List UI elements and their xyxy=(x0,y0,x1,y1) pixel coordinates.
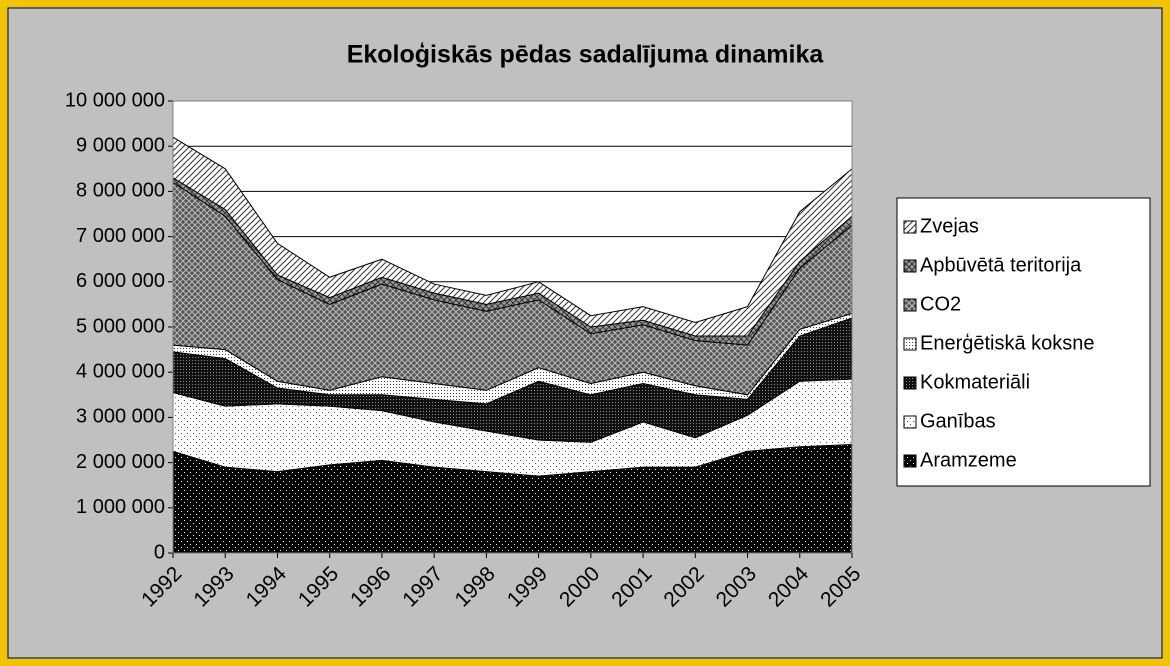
x-tick-label: 1997 xyxy=(398,562,447,611)
legend-label: Zvejas xyxy=(920,215,979,237)
plot-border xyxy=(172,100,853,554)
legend-swatch xyxy=(903,454,917,468)
x-tick-label: 2005 xyxy=(816,562,865,611)
x-tick-label: 2001 xyxy=(607,562,656,611)
y-tick-label: 0 xyxy=(154,541,165,563)
x-tick-label: 1994 xyxy=(242,562,292,612)
y-tick-label: 2 000 000 xyxy=(76,451,165,473)
chart-title: Ekoloģiskās pēdas sadalījuma dinamika xyxy=(347,41,825,69)
x-tick-label: 1992 xyxy=(137,562,186,611)
legend-swatch xyxy=(903,337,917,351)
legend-label: Aramzeme xyxy=(920,449,1017,471)
y-tick-label: 4 000 000 xyxy=(76,360,165,382)
legend-label: Ganības xyxy=(920,410,996,432)
x-tick-label: 2000 xyxy=(555,562,604,611)
x-tick-label: 2003 xyxy=(712,562,761,611)
y-tick-label: 3 000 000 xyxy=(76,406,165,428)
y-tick-label: 7 000 000 xyxy=(76,225,165,247)
x-tick-label: 1998 xyxy=(451,562,500,611)
y-tick-label: 8 000 000 xyxy=(76,180,165,202)
y-tick-label: 5 000 000 xyxy=(76,315,165,337)
x-tick-label: 1996 xyxy=(346,562,395,611)
y-tick-label: 9 000 000 xyxy=(76,134,165,156)
legend-label: Apbūvētā teritorija xyxy=(920,254,1082,276)
inner-border xyxy=(7,7,1163,659)
x-tick-label: 1995 xyxy=(294,562,343,611)
legend-swatch xyxy=(903,259,917,273)
y-tick-label: 10 000 000 xyxy=(65,89,165,111)
legend-label: CO2 xyxy=(920,293,961,315)
legend-label: Kokmateriāli xyxy=(920,371,1030,393)
y-tick-label: 6 000 000 xyxy=(76,270,165,292)
legend-label: Enerģētiskā koksne xyxy=(920,332,1095,354)
x-tick-label: 2004 xyxy=(764,562,814,612)
legend-swatch xyxy=(903,415,917,429)
x-tick-label: 1999 xyxy=(503,562,552,611)
legend-box xyxy=(896,197,1151,487)
x-tick-label: 1993 xyxy=(189,562,238,611)
legend-swatch xyxy=(903,376,917,390)
y-tick-label: 1 000 000 xyxy=(76,496,165,518)
legend-swatch xyxy=(903,220,917,234)
x-tick-label: 2002 xyxy=(659,562,708,611)
legend-swatch xyxy=(903,298,917,312)
